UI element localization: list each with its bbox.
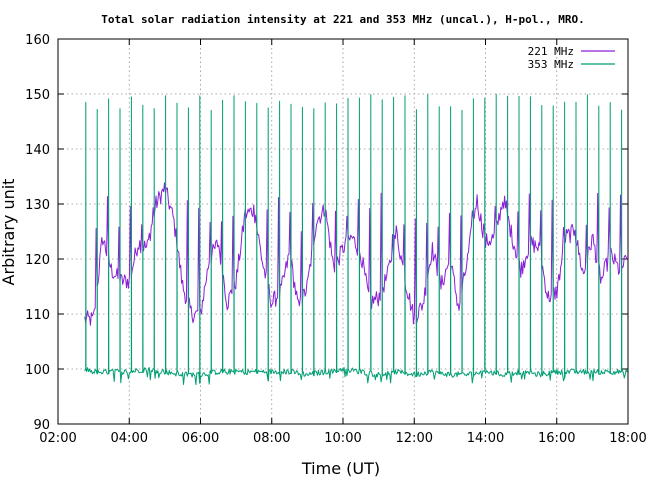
legend-label: 221 MHz (528, 45, 574, 58)
y-tick-label: 90 (33, 418, 50, 433)
y-axis-label: Arbitrary unit (0, 179, 18, 286)
series-group (84, 93, 628, 386)
x-tick-label: 02:00 (39, 431, 76, 446)
y-tick-label: 160 (25, 33, 50, 48)
x-tick-label: 12:00 (396, 431, 433, 446)
x-tick-label: 10:00 (324, 431, 361, 446)
grid (58, 39, 628, 424)
chart-title: Total solar radiation intensity at 221 a… (101, 13, 584, 26)
series-line-2 (84, 93, 628, 386)
y-tick-label: 130 (25, 198, 50, 213)
x-tick-label: 06:00 (182, 431, 219, 446)
x-axis-label: Time (UT) (301, 459, 380, 478)
y-tick-label: 100 (25, 363, 50, 378)
y-tick-label: 110 (25, 308, 50, 323)
x-tick-label: 14:00 (467, 431, 504, 446)
axis-ticks: 02:00 04:00 06:00 08:00 10:00 12:00 14:00 16:00… (25, 33, 647, 446)
legend-label: 353 MHz (528, 58, 574, 71)
x-tick-label: 08:00 (253, 431, 290, 446)
plot-frame (57, 38, 629, 425)
x-tick-label: 04:00 (111, 431, 148, 446)
y-tick-label: 140 (25, 143, 50, 158)
series-line-1 (84, 182, 628, 326)
x-tick-label: 18:00 (609, 431, 646, 446)
x-tick-label: 16:00 (538, 431, 575, 446)
y-tick-label: 120 (25, 253, 50, 268)
y-tick-label: 150 (25, 88, 50, 103)
